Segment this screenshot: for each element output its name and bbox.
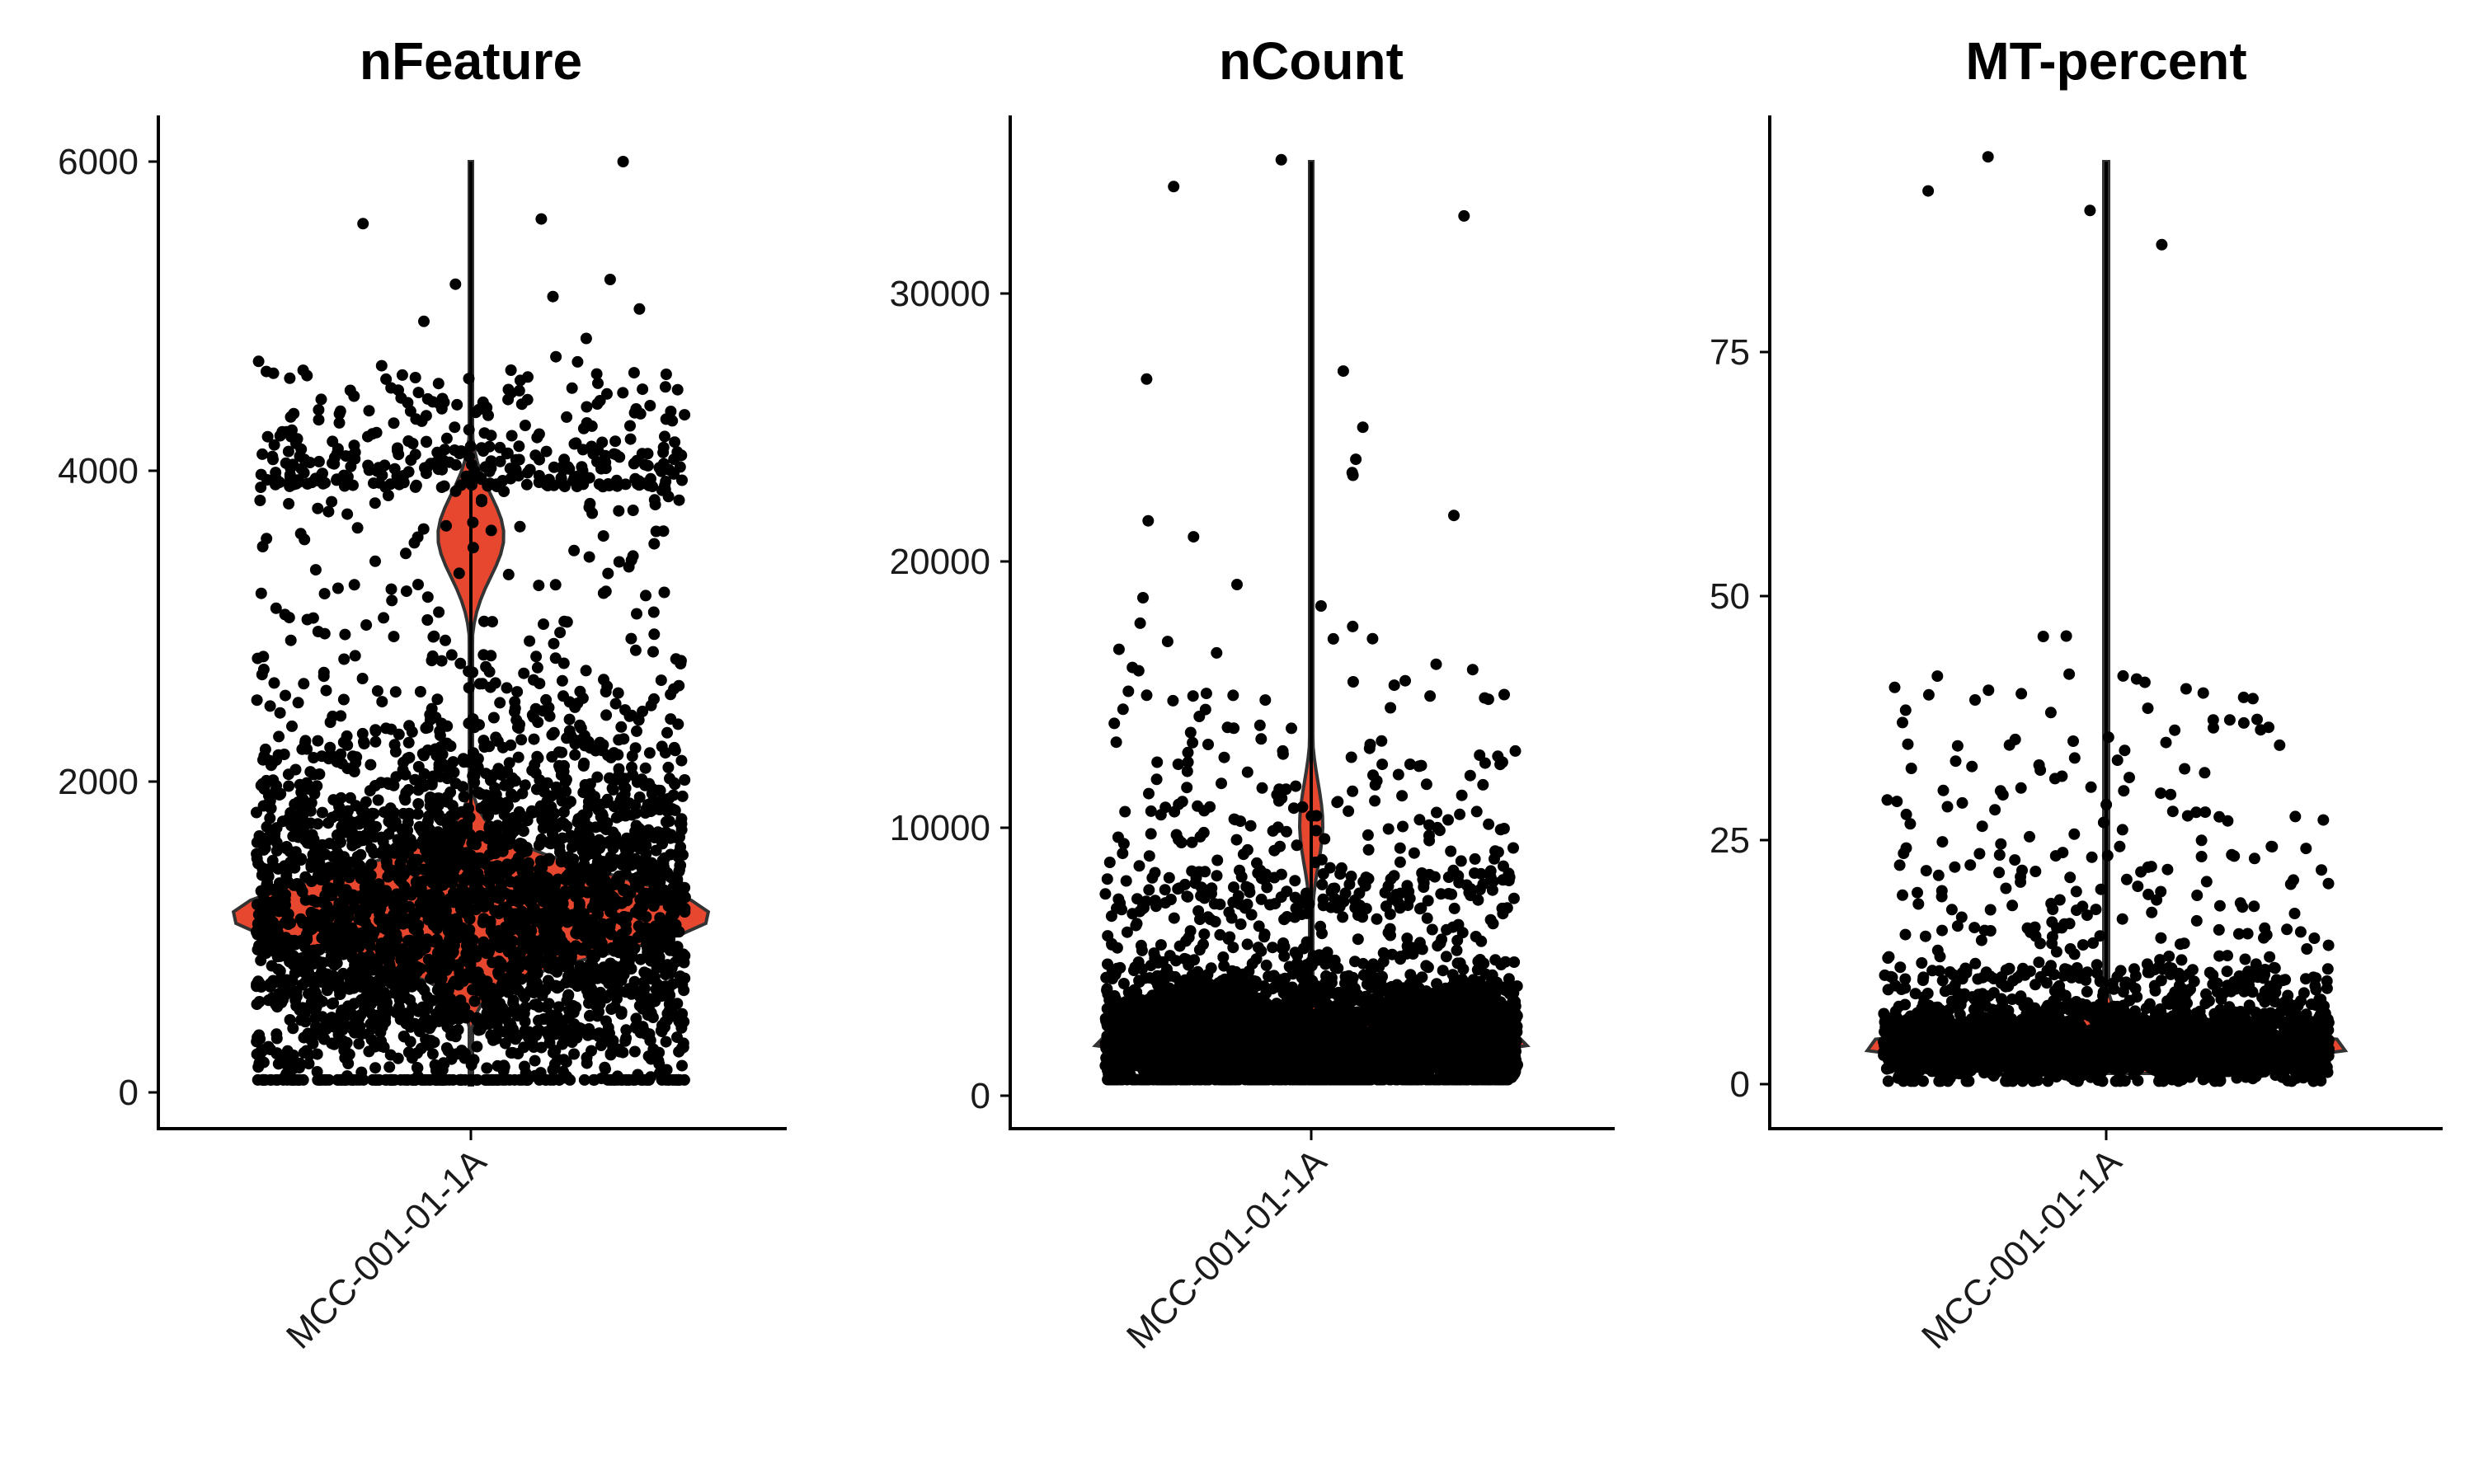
y-tick-label: 25 [1710,820,1750,861]
y-tick-label: 20000 [890,542,990,582]
y-tick-label: 2000 [58,762,139,802]
y-tick-label: 6000 [58,142,139,182]
jitter-points [251,156,691,1086]
y-tick-label: 4000 [58,451,139,491]
panel-title: MT-percent [1965,31,2246,91]
jitter-points [1878,151,2335,1087]
panel-mt-percent: MT-percent 75 50 25 0 MCC-001-01-1A [1710,31,2443,1357]
y-tick-label: 0 [1730,1064,1750,1105]
panel-title: nCount [1219,31,1404,91]
y-tick-label: 0 [971,1076,990,1116]
y-axis-ticks: 75 50 25 0 [1710,332,1770,1105]
y-axis-ticks: 6000 4000 2000 0 [58,142,158,1113]
jitter-points [1099,153,1523,1086]
y-tick-label: 75 [1710,332,1750,373]
y-tick-label: 30000 [890,274,990,314]
y-axis-ticks: 30000 20000 10000 0 [890,274,1010,1116]
panel-title: nFeature [360,31,582,91]
y-tick-label: 0 [119,1073,139,1113]
y-tick-label: 10000 [890,808,990,848]
y-tick-label: 50 [1710,576,1750,617]
